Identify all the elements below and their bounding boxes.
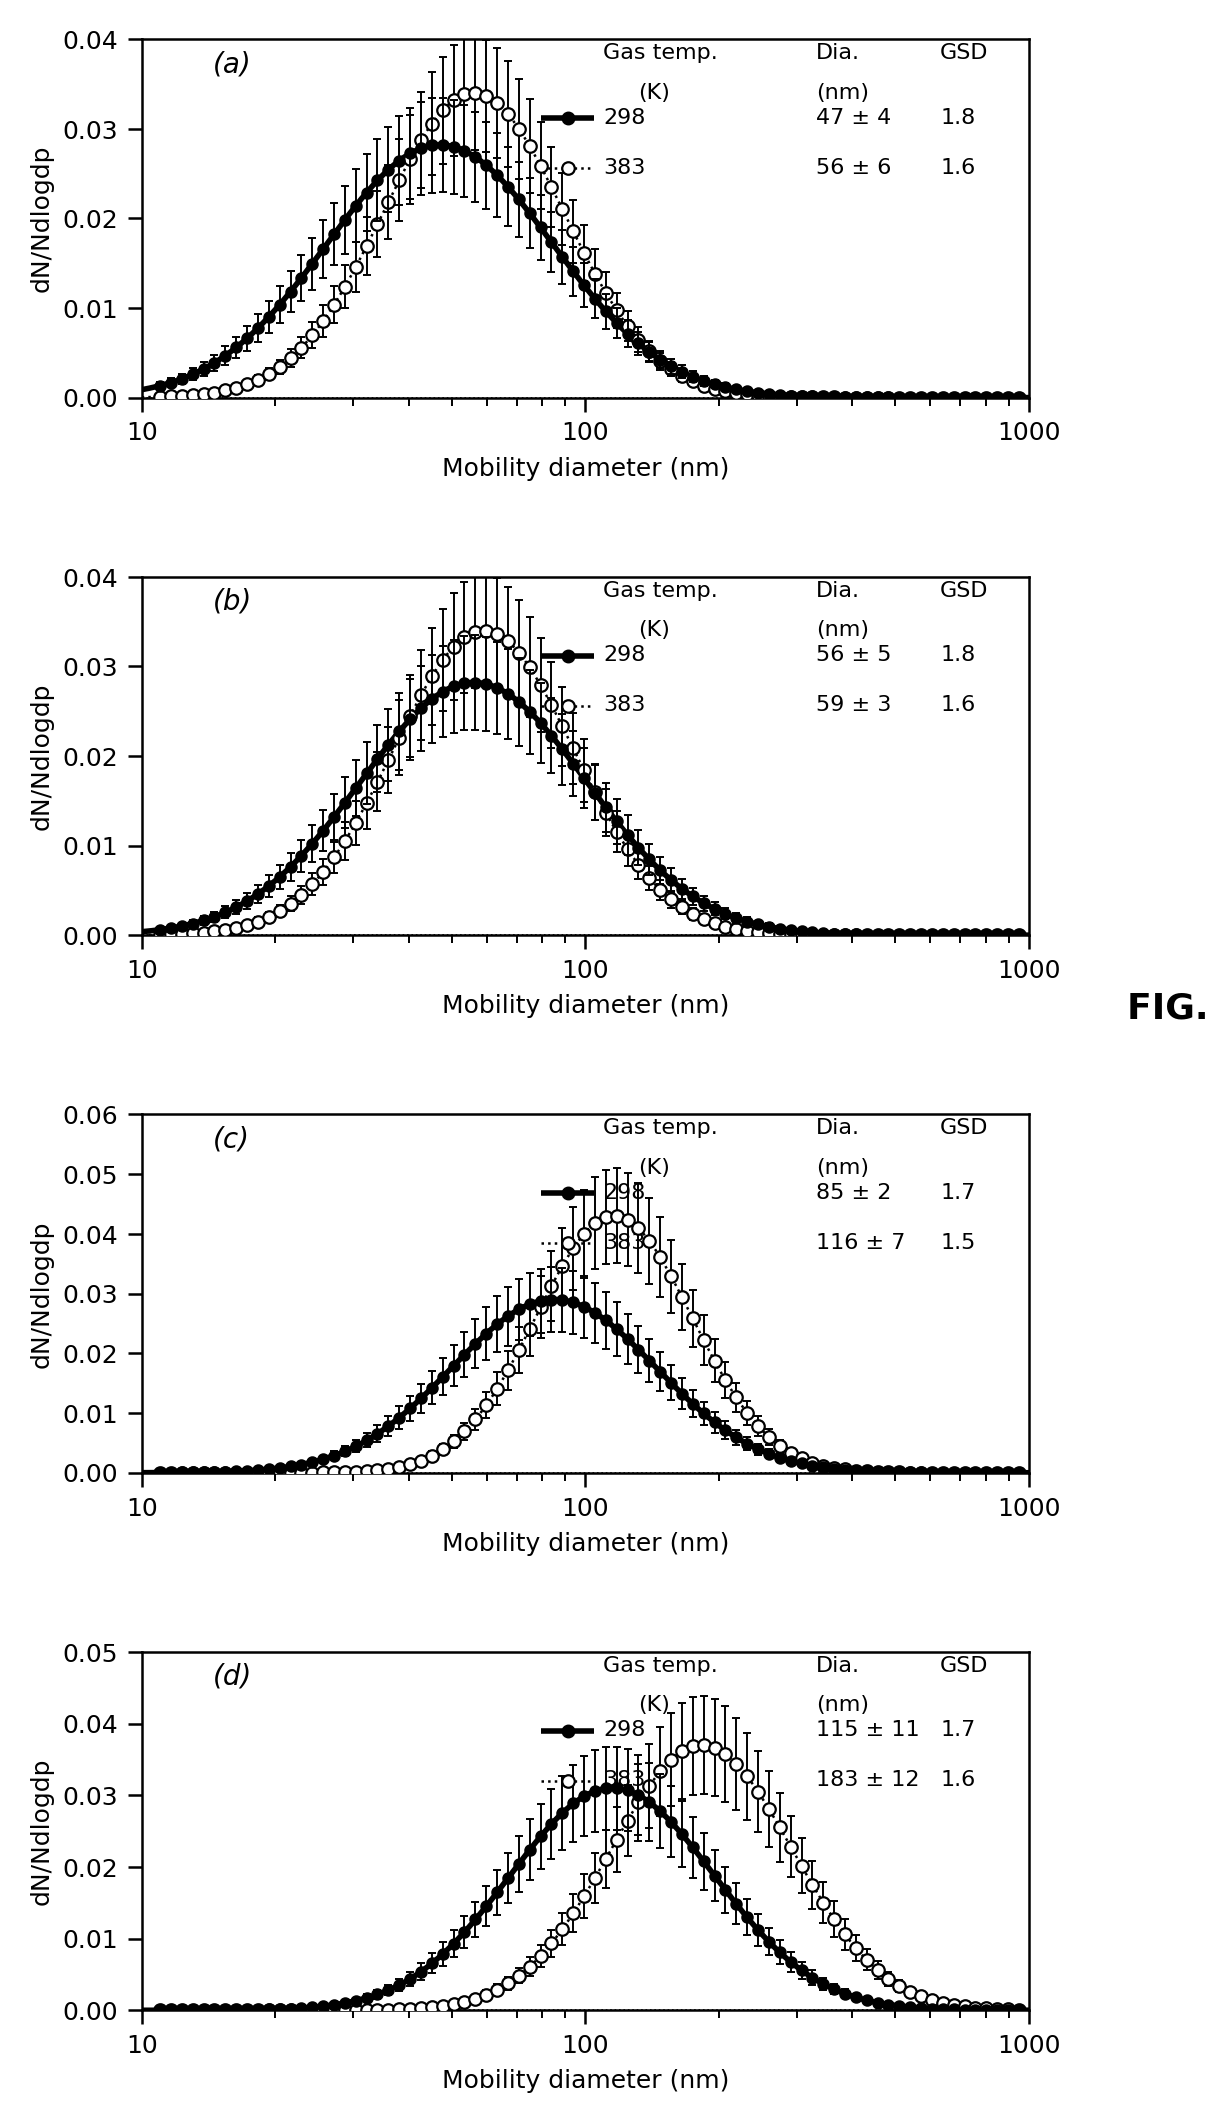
Text: 59 ± 3: 59 ± 3 [815,694,891,715]
Text: GSD: GSD [940,1656,988,1675]
Text: (a): (a) [213,51,251,79]
Text: 47 ± 4: 47 ± 4 [815,108,890,127]
Text: Dia.: Dia. [815,1119,860,1138]
Text: (K): (K) [638,620,670,639]
Text: 115 ± 11: 115 ± 11 [815,1720,919,1741]
Text: FIG. 2: FIG. 2 [1126,991,1211,1025]
Text: 383: 383 [603,694,645,715]
Text: 116 ± 7: 116 ± 7 [815,1233,905,1253]
Text: 383: 383 [603,157,645,178]
Text: 56 ± 6: 56 ± 6 [815,157,891,178]
Y-axis label: dN/Ndlogdp: dN/Ndlogdp [30,144,54,293]
Text: (c): (c) [213,1125,249,1153]
Text: (d): (d) [213,1662,252,1690]
Text: 1.8: 1.8 [940,108,975,127]
Text: (K): (K) [638,1157,670,1178]
Text: Gas temp.: Gas temp. [603,42,717,64]
Text: Dia.: Dia. [815,580,860,601]
Text: 1.6: 1.6 [940,694,975,715]
Text: (K): (K) [638,1694,670,1715]
Text: GSD: GSD [940,580,988,601]
Text: (K): (K) [638,83,670,102]
Y-axis label: dN/Ndlogdp: dN/Ndlogdp [30,1758,54,1904]
Text: (nm): (nm) [815,83,868,102]
Text: Gas temp.: Gas temp. [603,1119,717,1138]
Text: Gas temp.: Gas temp. [603,580,717,601]
Text: 298: 298 [603,1720,645,1741]
Text: 1.6: 1.6 [940,157,975,178]
Text: 183 ± 12: 183 ± 12 [815,1771,919,1790]
Y-axis label: dN/Ndlogdp: dN/Ndlogdp [30,1221,54,1367]
Text: 1.6: 1.6 [940,1771,975,1790]
Text: 1.7: 1.7 [940,1720,975,1741]
Text: (nm): (nm) [815,1694,868,1715]
Text: Gas temp.: Gas temp. [603,1656,717,1675]
X-axis label: Mobility diameter (nm): Mobility diameter (nm) [441,1531,729,1556]
Text: (b): (b) [213,588,252,616]
Text: GSD: GSD [940,42,988,64]
Text: 1.5: 1.5 [940,1233,975,1253]
X-axis label: Mobility diameter (nm): Mobility diameter (nm) [441,2070,729,2093]
Text: 383: 383 [603,1771,645,1790]
Text: GSD: GSD [940,1119,988,1138]
Text: (nm): (nm) [815,620,868,639]
X-axis label: Mobility diameter (nm): Mobility diameter (nm) [441,994,729,1019]
X-axis label: Mobility diameter (nm): Mobility diameter (nm) [441,456,729,480]
Text: 85 ± 2: 85 ± 2 [815,1183,891,1202]
Text: 298: 298 [603,645,645,664]
Text: 298: 298 [603,108,645,127]
Text: Dia.: Dia. [815,42,860,64]
Text: 1.8: 1.8 [940,645,975,664]
Text: 383: 383 [603,1233,645,1253]
Text: Dia.: Dia. [815,1656,860,1675]
Text: 298: 298 [603,1183,645,1202]
Text: 1.7: 1.7 [940,1183,975,1202]
Text: 56 ± 5: 56 ± 5 [815,645,891,664]
Text: (nm): (nm) [815,1157,868,1178]
Y-axis label: dN/Ndlogdp: dN/Ndlogdp [30,681,54,830]
